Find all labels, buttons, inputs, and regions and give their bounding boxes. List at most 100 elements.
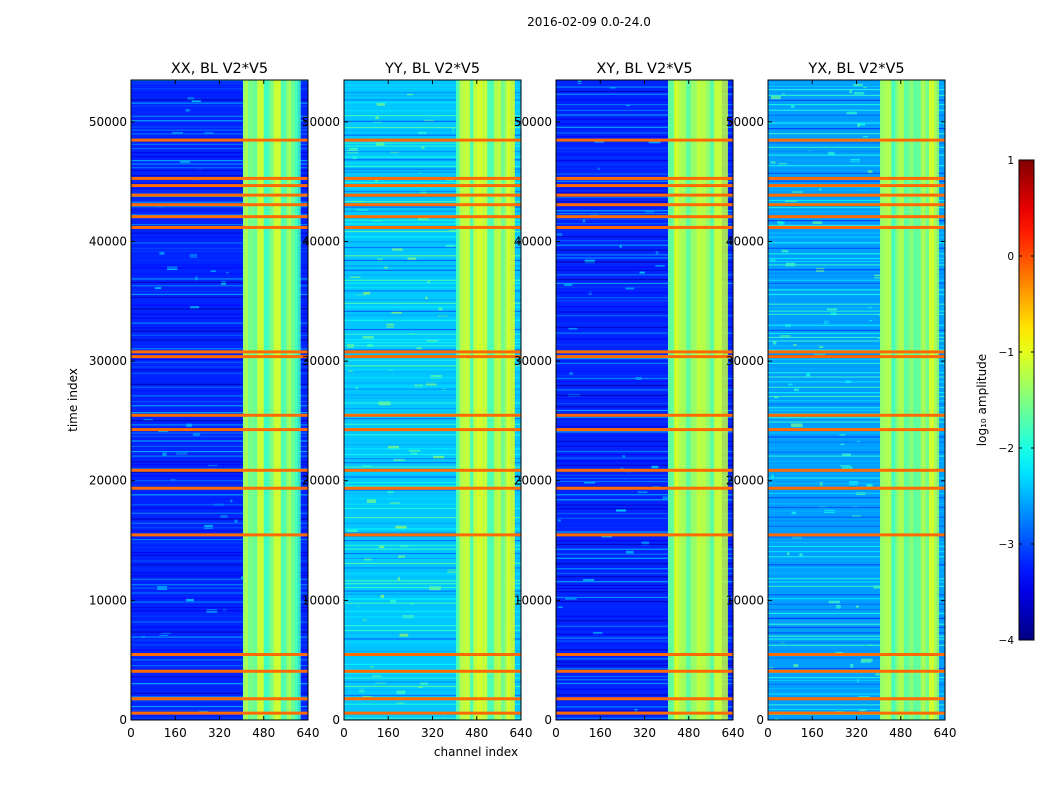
time-stripe [556,499,733,501]
x-tick-label: 0 [340,726,348,740]
time-stripe [768,232,945,234]
time-stripe [344,95,521,97]
noise-speckle [866,483,873,488]
time-stripe [556,445,733,447]
noise-speckle [637,490,648,494]
time-stripe [768,269,945,271]
time-stripe [768,172,945,174]
channel-stripe [508,80,515,720]
y-tick-label: 50000 [514,115,552,129]
time-stripe [768,324,945,326]
noise-speckle [154,287,162,290]
noise-speckle [557,519,561,522]
time-stripe [556,394,733,397]
time-stripe [131,313,308,315]
time-stripe [768,662,945,664]
time-stripe [344,376,521,379]
noise-speckle [362,336,374,339]
noise-speckle [619,244,622,248]
channel-stripe [257,80,263,720]
time-stripe [344,629,521,632]
time-stripe [344,251,521,253]
time-stripe [768,585,945,587]
rfi-row [556,138,733,142]
channel-stripe [710,80,715,720]
time-stripe [344,124,521,126]
noise-speckle [626,104,630,107]
time-stripe [768,310,945,312]
time-stripe [344,359,521,361]
time-stripe [131,568,308,570]
noise-speckle [408,449,421,452]
time-stripe [344,306,521,308]
time-stripe [344,162,521,164]
time-stripe [344,287,521,289]
time-stripe [768,591,945,593]
noise-speckle [179,161,191,163]
rfi-row [344,225,521,229]
panel-title: XX, BL V2*V5 [171,61,268,77]
time-stripe [131,386,308,388]
time-stripe [344,528,521,530]
time-stripe [556,156,733,159]
time-stripe [768,289,945,291]
noise-speckle [143,418,153,422]
noise-speckle [356,209,368,212]
time-stripe [344,557,521,559]
time-stripe [131,610,308,612]
noise-speckle [853,83,863,87]
time-stripe [768,118,945,120]
time-stripe [131,649,308,651]
time-stripe [556,620,733,622]
noise-speckle [370,666,374,668]
time-stripe [131,206,308,208]
time-stripe [344,481,521,484]
noise-speckle [799,553,803,557]
noise-speckle [780,335,791,337]
y-tick-label: 20000 [514,474,552,488]
x-tick-label: 160 [801,726,824,740]
time-stripe [768,510,945,513]
time-stripe [556,180,733,182]
time-stripe [556,210,733,212]
rfi-row [556,697,733,701]
time-stripe [556,384,733,387]
time-stripe [556,343,733,346]
time-stripe [131,242,308,244]
noise-speckle [625,550,634,554]
time-stripe [131,432,308,434]
time-stripe [344,587,521,589]
time-stripe [768,545,945,547]
time-stripe [131,250,308,252]
channel-stripe [700,80,708,720]
time-stripe [556,523,733,525]
noise-speckle [379,545,385,549]
time-stripe [131,281,308,283]
rfi-row [768,468,945,472]
noise-speckle [161,632,172,634]
rfi-row [556,215,733,219]
time-stripe [556,454,733,456]
time-stripe [344,99,521,101]
rfi-row [556,225,733,229]
y-tick-label: 40000 [514,234,552,248]
noise-speckle [645,210,655,213]
time-stripe [344,602,521,604]
noise-speckle [583,481,596,484]
channel-stripe [714,80,722,720]
time-stripe [556,240,733,242]
noise-speckle [393,458,405,462]
y-tick-label: 10000 [302,593,340,607]
noise-speckle [392,248,403,251]
time-stripe [344,110,521,112]
time-stripe [556,223,733,225]
noise-speckle [396,690,406,695]
time-stripe [556,249,733,251]
time-stripe [768,316,945,319]
time-stripe [556,126,733,128]
time-stripe [344,126,521,129]
time-stripe [131,584,308,586]
time-stripe [131,461,308,463]
time-stripe [768,109,945,111]
y-tick-label: 0 [332,713,340,727]
